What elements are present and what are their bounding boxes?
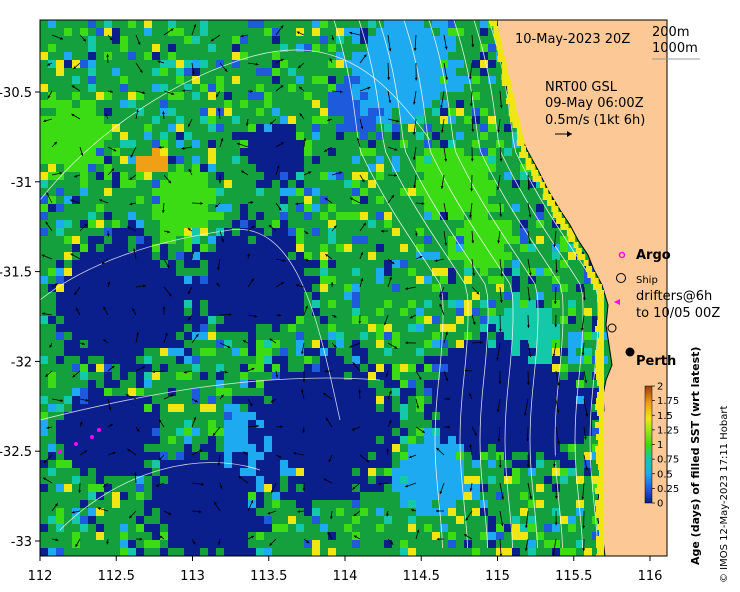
drifter-dot-icon	[58, 450, 62, 454]
y-axis-ticks: -30.5 -31 -31.5 -32 -32.5 -33	[0, 86, 40, 550]
x-tick-label: 112.5	[98, 569, 135, 584]
scale-arrow	[555, 131, 572, 137]
current-arrows	[41, 24, 589, 556]
map-date: 10-May-2023 20Z	[515, 32, 630, 47]
colorbar-tick-label: 1	[657, 440, 663, 451]
drifter-dot-icon	[74, 442, 78, 446]
drifters-label-line1: drifters@6h	[636, 289, 712, 304]
colorbar-ticks: 2 1.75 1.5 1.25 1 0.75 0.5 0.25 0	[652, 382, 679, 510]
colorbar-title: Age (days) of filled SST (wrt latest)	[689, 347, 702, 565]
drifters-label-line2: to 10/05 00Z	[636, 306, 720, 321]
drifter-marker-icon	[614, 299, 620, 305]
isobath-1000m-label: 1000m	[652, 41, 698, 56]
ship-track-icon	[607, 323, 617, 333]
x-tick-label: 115.5	[555, 569, 592, 584]
colorbar-tick-label: 0.5	[657, 469, 673, 480]
y-tick-label: -32	[11, 355, 32, 370]
x-tick-label: 115	[485, 569, 510, 584]
isobath-200m-label: 200m	[652, 25, 689, 40]
x-tick-label: 113	[180, 569, 205, 584]
drifter-dot-icon	[97, 428, 101, 432]
coastal-fringe	[490, 20, 604, 556]
y-tick-label: -33	[11, 535, 32, 550]
colorbar-tick-label: 2	[657, 382, 663, 393]
x-axis-ticks: 112 112.5 113 113.5 114 114.5 115 115.5 116	[28, 556, 663, 584]
x-tick-label: 112	[28, 569, 53, 584]
colorbar-tick-label: 0.25	[657, 484, 679, 495]
current-source: NRT00 GSL	[545, 80, 618, 95]
y-tick-label: -31.5	[0, 266, 32, 281]
colorbar-tick-label: 1.25	[657, 425, 679, 436]
current-scale: 0.5m/s (1kt 6h)	[545, 113, 645, 128]
colorbar-tick-label: 1.5	[657, 411, 673, 422]
colorbar-tick-label: 0	[657, 499, 663, 510]
credit-text: © IMOS 12-May-2023 17:11 Hobart	[719, 406, 730, 583]
ship-label: Ship	[636, 275, 658, 286]
plot-frame	[39, 19, 668, 557]
sst-age-cells	[40, 20, 608, 556]
current-time: 09-May 06:00Z	[545, 96, 644, 111]
y-tick-label: -31	[11, 176, 32, 191]
y-tick-label: -32.5	[0, 445, 32, 460]
x-tick-label: 113.5	[250, 569, 287, 584]
x-tick-label: 114.5	[403, 569, 440, 584]
city-label: Perth	[636, 354, 676, 369]
plot-area	[40, 20, 667, 556]
isobath-contours	[40, 20, 599, 549]
x-tick-label: 116	[638, 569, 663, 584]
x-tick-label: 114	[333, 569, 358, 584]
colorbar-tick-label: 1.75	[657, 396, 679, 407]
land-mass	[497, 20, 667, 556]
drifter-dot-icon	[90, 435, 94, 439]
colorbar-tick-label: 0.75	[657, 455, 679, 466]
ship-marker-icon	[616, 273, 626, 283]
perth-marker-icon	[625, 347, 635, 357]
colorbar	[644, 385, 653, 504]
argo-label: Argo	[636, 248, 671, 263]
y-tick-label: -30.5	[0, 86, 32, 101]
argo-marker-icon	[618, 251, 626, 259]
